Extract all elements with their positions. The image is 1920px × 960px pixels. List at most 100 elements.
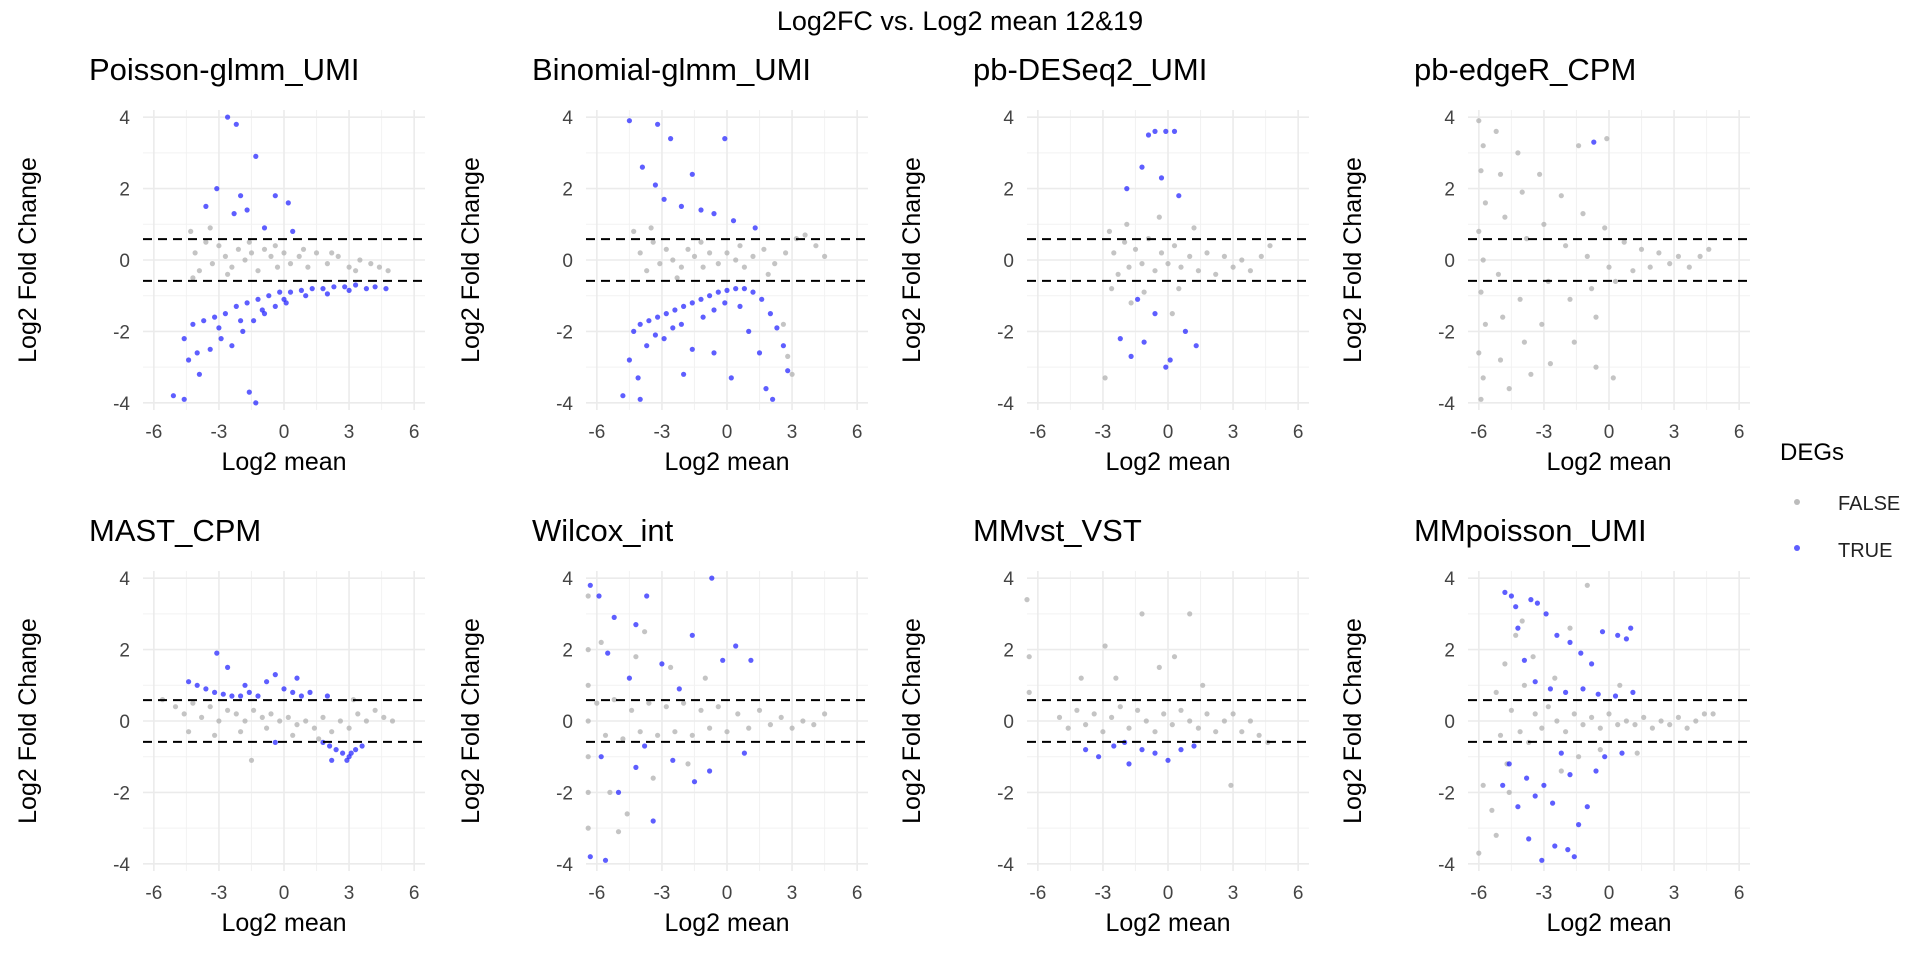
point-true [233,121,239,127]
x-tick-label: -6 [1029,883,1046,904]
point-false [724,250,730,256]
x-tick-label: 3 [1228,422,1239,443]
point-false [294,722,300,728]
point-false [1506,386,1512,392]
point-false [1122,239,1128,245]
point-false [1478,168,1484,174]
point-true [342,284,348,290]
point-true [587,582,593,588]
point-false [329,729,335,735]
point-true [383,286,389,292]
y-tick-label: 2 [562,641,573,662]
y-tick-label: 0 [1003,251,1014,272]
point-true [231,211,237,217]
panel-title: MMpoisson_UMI [1414,513,1647,548]
point-true [1165,757,1171,763]
point-true [1576,822,1582,828]
point-true [1124,186,1130,192]
point-false [1576,754,1582,760]
point-true [707,768,713,774]
x-tick-label: -6 [1470,422,1487,443]
point-false [637,729,643,735]
point-false [329,250,335,256]
point-true [1602,754,1608,760]
point-false [1521,339,1527,345]
y-tick-label: -2 [997,322,1014,343]
point-false [1476,228,1482,234]
point-true [216,325,222,331]
point-true [348,750,354,756]
y-tick-label: 4 [1003,108,1014,129]
point-false [1638,246,1645,252]
panel-title: pb-edgeR_CPM [1414,52,1636,87]
point-true [644,343,650,349]
panels: -6 -3 0 3 6 -4 -2 0 2 4 Poisson-glmm_UMI Log2 mean L… [14,52,1750,937]
point-true [272,672,278,678]
point-true [259,307,265,313]
x-tick-label: 3 [787,883,798,904]
point-true [1584,804,1590,810]
point-true [1612,693,1619,699]
point-true [605,650,611,656]
point-false [1476,850,1482,856]
x-tick-label: 3 [1228,883,1239,904]
point-true [785,368,791,374]
point-false [1597,725,1603,731]
point-true [644,593,650,599]
legend-title: DEGs [1780,439,1844,466]
point-false [800,718,806,724]
point-false [1139,261,1145,267]
point-false [1141,289,1147,295]
point-false [277,718,283,724]
point-false [1230,711,1236,717]
point-false [1558,193,1564,199]
point-false [1593,364,1599,370]
point-true [214,650,220,656]
y-tick-label: 2 [119,180,130,201]
point-false [1571,711,1577,717]
point-true [689,632,695,638]
point-true [637,321,643,327]
point-true [602,857,609,863]
point-false [1539,321,1545,327]
y-tick-label: 4 [119,108,130,129]
point-false [585,647,591,653]
y-tick-label: 2 [1444,641,1455,662]
point-true [281,686,287,692]
point-false [585,682,591,688]
point-false [1065,725,1071,731]
point-false [1161,711,1167,717]
point-true [1558,750,1564,756]
y-axis-label: Log2 Fold Change [14,618,42,824]
legend-key-false [1794,499,1800,505]
point-false [1480,257,1486,263]
point-true [255,693,261,699]
panel-8: -6 -3 0 3 6 -4 -2 0 2 4 MMpoisson_UMI Log2 mean Log2… [1339,513,1750,937]
x-tick-label: -6 [1470,883,1487,904]
point-true [272,739,278,746]
point-false [1580,722,1586,728]
point-false [1221,718,1227,724]
point-false [1515,150,1521,156]
point-false [272,243,278,249]
x-tick-label: -3 [653,422,670,443]
point-false [1563,243,1569,249]
point-false [1617,682,1623,688]
y-tick-label: 2 [1444,180,1455,201]
point-false [737,243,743,249]
point-false [1606,264,1612,270]
point-true [615,789,622,796]
point-true [637,396,643,402]
point-false [642,629,648,635]
point-true [639,164,646,170]
point-true [689,346,695,352]
point-true [1515,804,1521,810]
point-true [298,287,304,293]
point-false [646,700,652,706]
point-true [611,614,617,621]
point-true [272,303,278,309]
point-false [248,250,255,256]
point-false [264,725,270,731]
point-true [225,664,231,671]
point-true [340,750,346,756]
